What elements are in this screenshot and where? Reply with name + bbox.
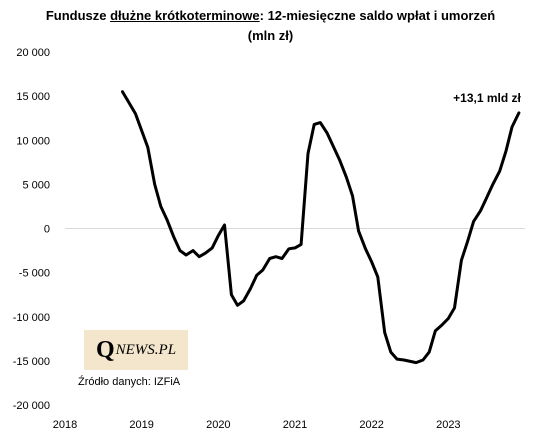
title-prefix: Fundusze xyxy=(45,8,111,23)
y-tick-label: -10 000 xyxy=(13,312,50,324)
x-tick-label: 2021 xyxy=(283,419,307,431)
chart-title: Fundusze dłużne krótkoterminowe: 12-mies… xyxy=(0,6,541,46)
y-tick-label: -20 000 xyxy=(13,400,50,412)
chart-title-line2: (mln zł) xyxy=(247,28,294,43)
y-tick-label: 15 000 xyxy=(16,91,50,103)
x-tick-label: 2020 xyxy=(206,419,230,431)
x-tick-label: 2018 xyxy=(53,419,77,431)
logo-q: Q xyxy=(95,336,115,363)
x-tick-label: 2022 xyxy=(359,419,383,431)
y-tick-label: 10 000 xyxy=(16,135,50,147)
x-axis: 2018 2019 2020 2021 2022 2023 xyxy=(53,419,461,431)
x-tick-label: 2023 xyxy=(436,419,460,431)
y-tick-label: 5 000 xyxy=(22,179,50,191)
chart-title-line1: Fundusze dłużne krótkoterminowe: 12-mies… xyxy=(0,6,541,26)
logo-rest: NEWS.PL xyxy=(115,341,177,358)
y-tick-label: 20 000 xyxy=(16,47,50,59)
source-note: Źródło danych: IZFiA xyxy=(78,376,181,388)
y-axis: 20 000 15 000 10 000 5 000 0 -5 000 -10 000 -15… xyxy=(13,47,50,412)
title-suffix: : 12-miesięczne saldo wpłat i umorzeń xyxy=(259,8,496,23)
title-underlined: dłużne krótkoterminowe xyxy=(110,8,260,23)
y-tick-label: -15 000 xyxy=(13,356,50,368)
y-tick-label: 0 xyxy=(44,224,50,236)
y-tick-label: -5 000 xyxy=(19,268,50,280)
qnews-logo: Q NEWS.PL xyxy=(84,330,188,370)
x-tick-label: 2019 xyxy=(129,419,153,431)
series-line xyxy=(121,90,521,365)
final-value-annotation: +13,1 mld zł xyxy=(453,91,521,105)
